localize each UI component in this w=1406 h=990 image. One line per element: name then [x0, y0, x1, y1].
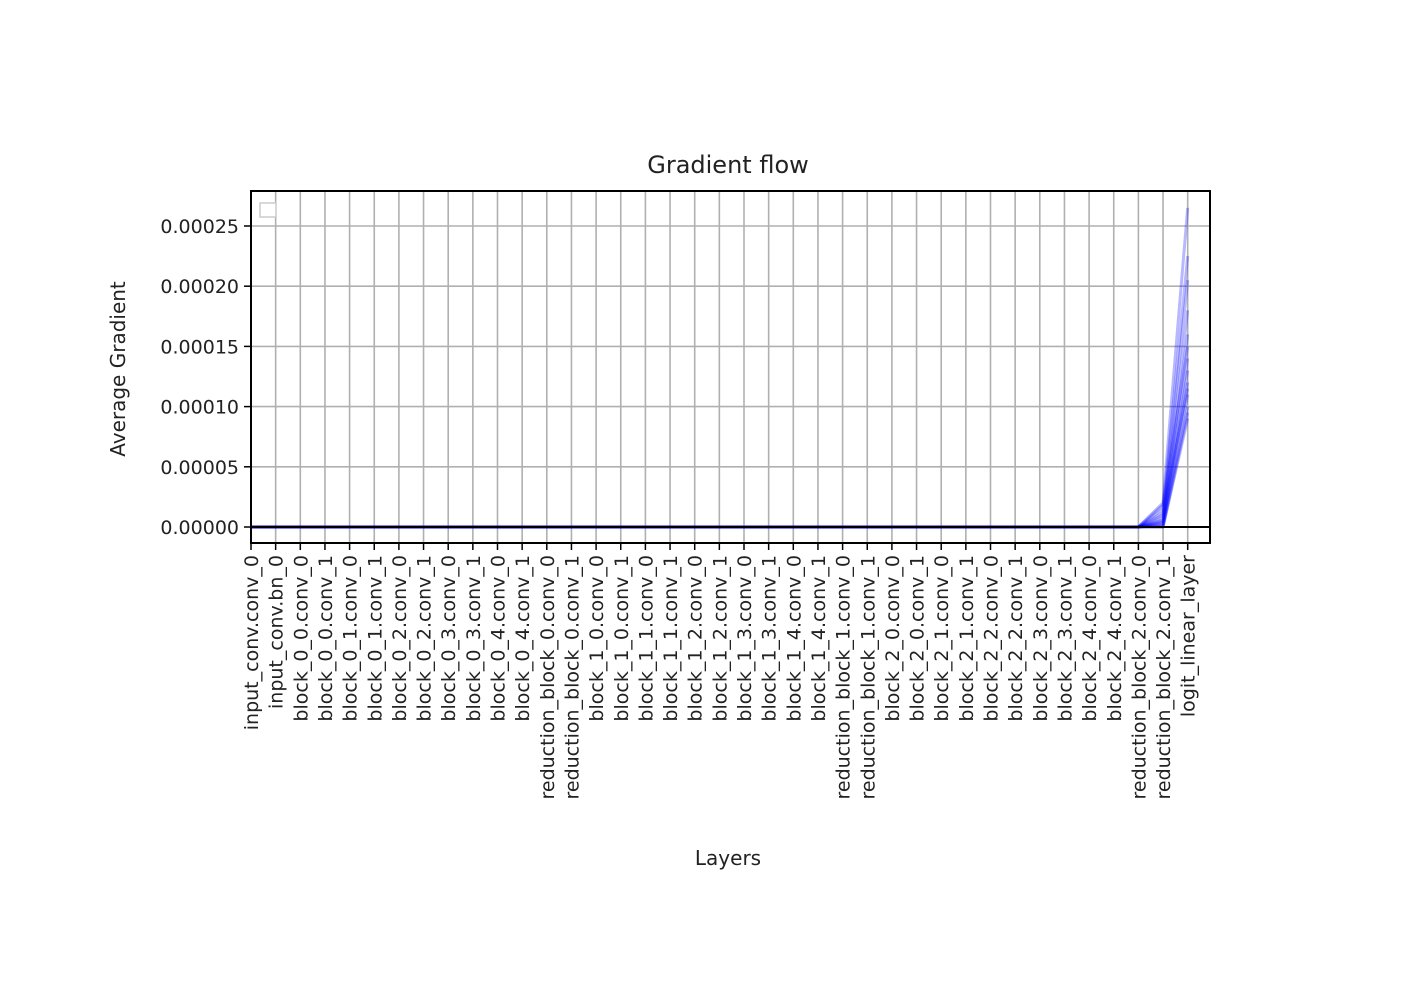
x-tick-label: reduction_block_1.conv_0 [833, 555, 855, 800]
x-tick-label: block_2_2.conv_1 [1005, 555, 1027, 722]
x-tick-label: block_1_4.conv_1 [808, 555, 830, 722]
x-tick-label: block_1_3.conv_0 [734, 555, 756, 722]
x-tick-label: block_1_0.conv_1 [611, 555, 633, 722]
y-tick-label: 0.00020 [160, 276, 239, 298]
x-tick-label: block_0_1.conv_1 [364, 555, 386, 722]
x-tick-label: block_2_0.conv_1 [907, 555, 929, 722]
x-tick-label: block_1_0.conv_0 [586, 555, 608, 722]
x-axis-label: Layers [695, 846, 761, 870]
x-tick-label: block_0_2.conv_0 [389, 555, 411, 722]
x-tick-label: logit_linear_layer [1178, 555, 1200, 717]
x-tick-label: block_0_3.conv_0 [438, 555, 460, 722]
x-tick-label: block_2_4.conv_1 [1104, 555, 1126, 722]
x-tick-label: block_0_0.conv_0 [290, 555, 312, 722]
x-tick-label: input_conv.conv_0 [241, 555, 263, 730]
x-tick-label: block_1_1.conv_0 [635, 555, 657, 722]
x-tick-label: block_2_2.conv_0 [981, 555, 1003, 722]
x-tick-label: block_0_1.conv_0 [340, 555, 362, 722]
x-tick-label: block_2_3.conv_1 [1054, 555, 1076, 722]
x-tick-label: reduction_block_1.conv_1 [857, 555, 879, 800]
x-tick-label: block_0_4.conv_1 [512, 555, 534, 722]
x-tick-label: block_1_1.conv_1 [660, 555, 682, 722]
x-tick-label: reduction_block_2.conv_1 [1153, 555, 1175, 800]
y-axis-label: Average Gradient [106, 281, 130, 457]
x-tick-label: block_0_4.conv_0 [488, 555, 510, 722]
legend-box [259, 202, 277, 218]
y-tick-label: 0.00025 [160, 216, 239, 238]
x-tick-label: block_2_4.conv_0 [1079, 555, 1101, 722]
x-tick-label: reduction_block_0.conv_0 [537, 555, 559, 800]
x-tick-label: reduction_block_0.conv_1 [562, 555, 584, 800]
x-tick-label: block_1_3.conv_1 [759, 555, 781, 722]
y-tick-label: 0.00000 [160, 517, 239, 539]
grid-lines [250, 191, 1210, 543]
x-tick-label: block_0_0.conv_1 [315, 555, 337, 722]
x-tick-label: block_2_3.conv_0 [1030, 555, 1052, 722]
plot-frame [250, 190, 1211, 544]
x-tick-label: block_2_0.conv_0 [882, 555, 904, 722]
x-tick-label: block_2_1.conv_1 [956, 555, 978, 722]
x-tick-label: block_1_2.conv_0 [685, 555, 707, 722]
x-tick-label: block_0_3.conv_1 [463, 555, 485, 722]
x-tick-label: block_2_1.conv_0 [931, 555, 953, 722]
x-tick-label: reduction_block_2.conv_0 [1128, 555, 1150, 800]
chart-title: Gradient flow [647, 151, 809, 179]
x-tick-label: block_0_2.conv_1 [414, 555, 436, 722]
x-tick-label: block_1_4.conv_0 [783, 555, 805, 722]
y-tick-label: 0.00005 [160, 457, 239, 479]
y-tick-label: 0.00010 [160, 397, 239, 419]
y-tick-label: 0.00015 [160, 336, 239, 358]
x-tick-label: input_conv.bn_0 [266, 555, 288, 709]
x-axis-ticks: input_conv.conv_0 input_conv.bn_0 block_0_… [241, 543, 1200, 800]
y-axis-ticks: 0.00000 0.00005 0.00010 0.00015 0.00020 0.000… [160, 216, 251, 539]
x-tick-label: block_1_2.conv_1 [709, 555, 731, 722]
